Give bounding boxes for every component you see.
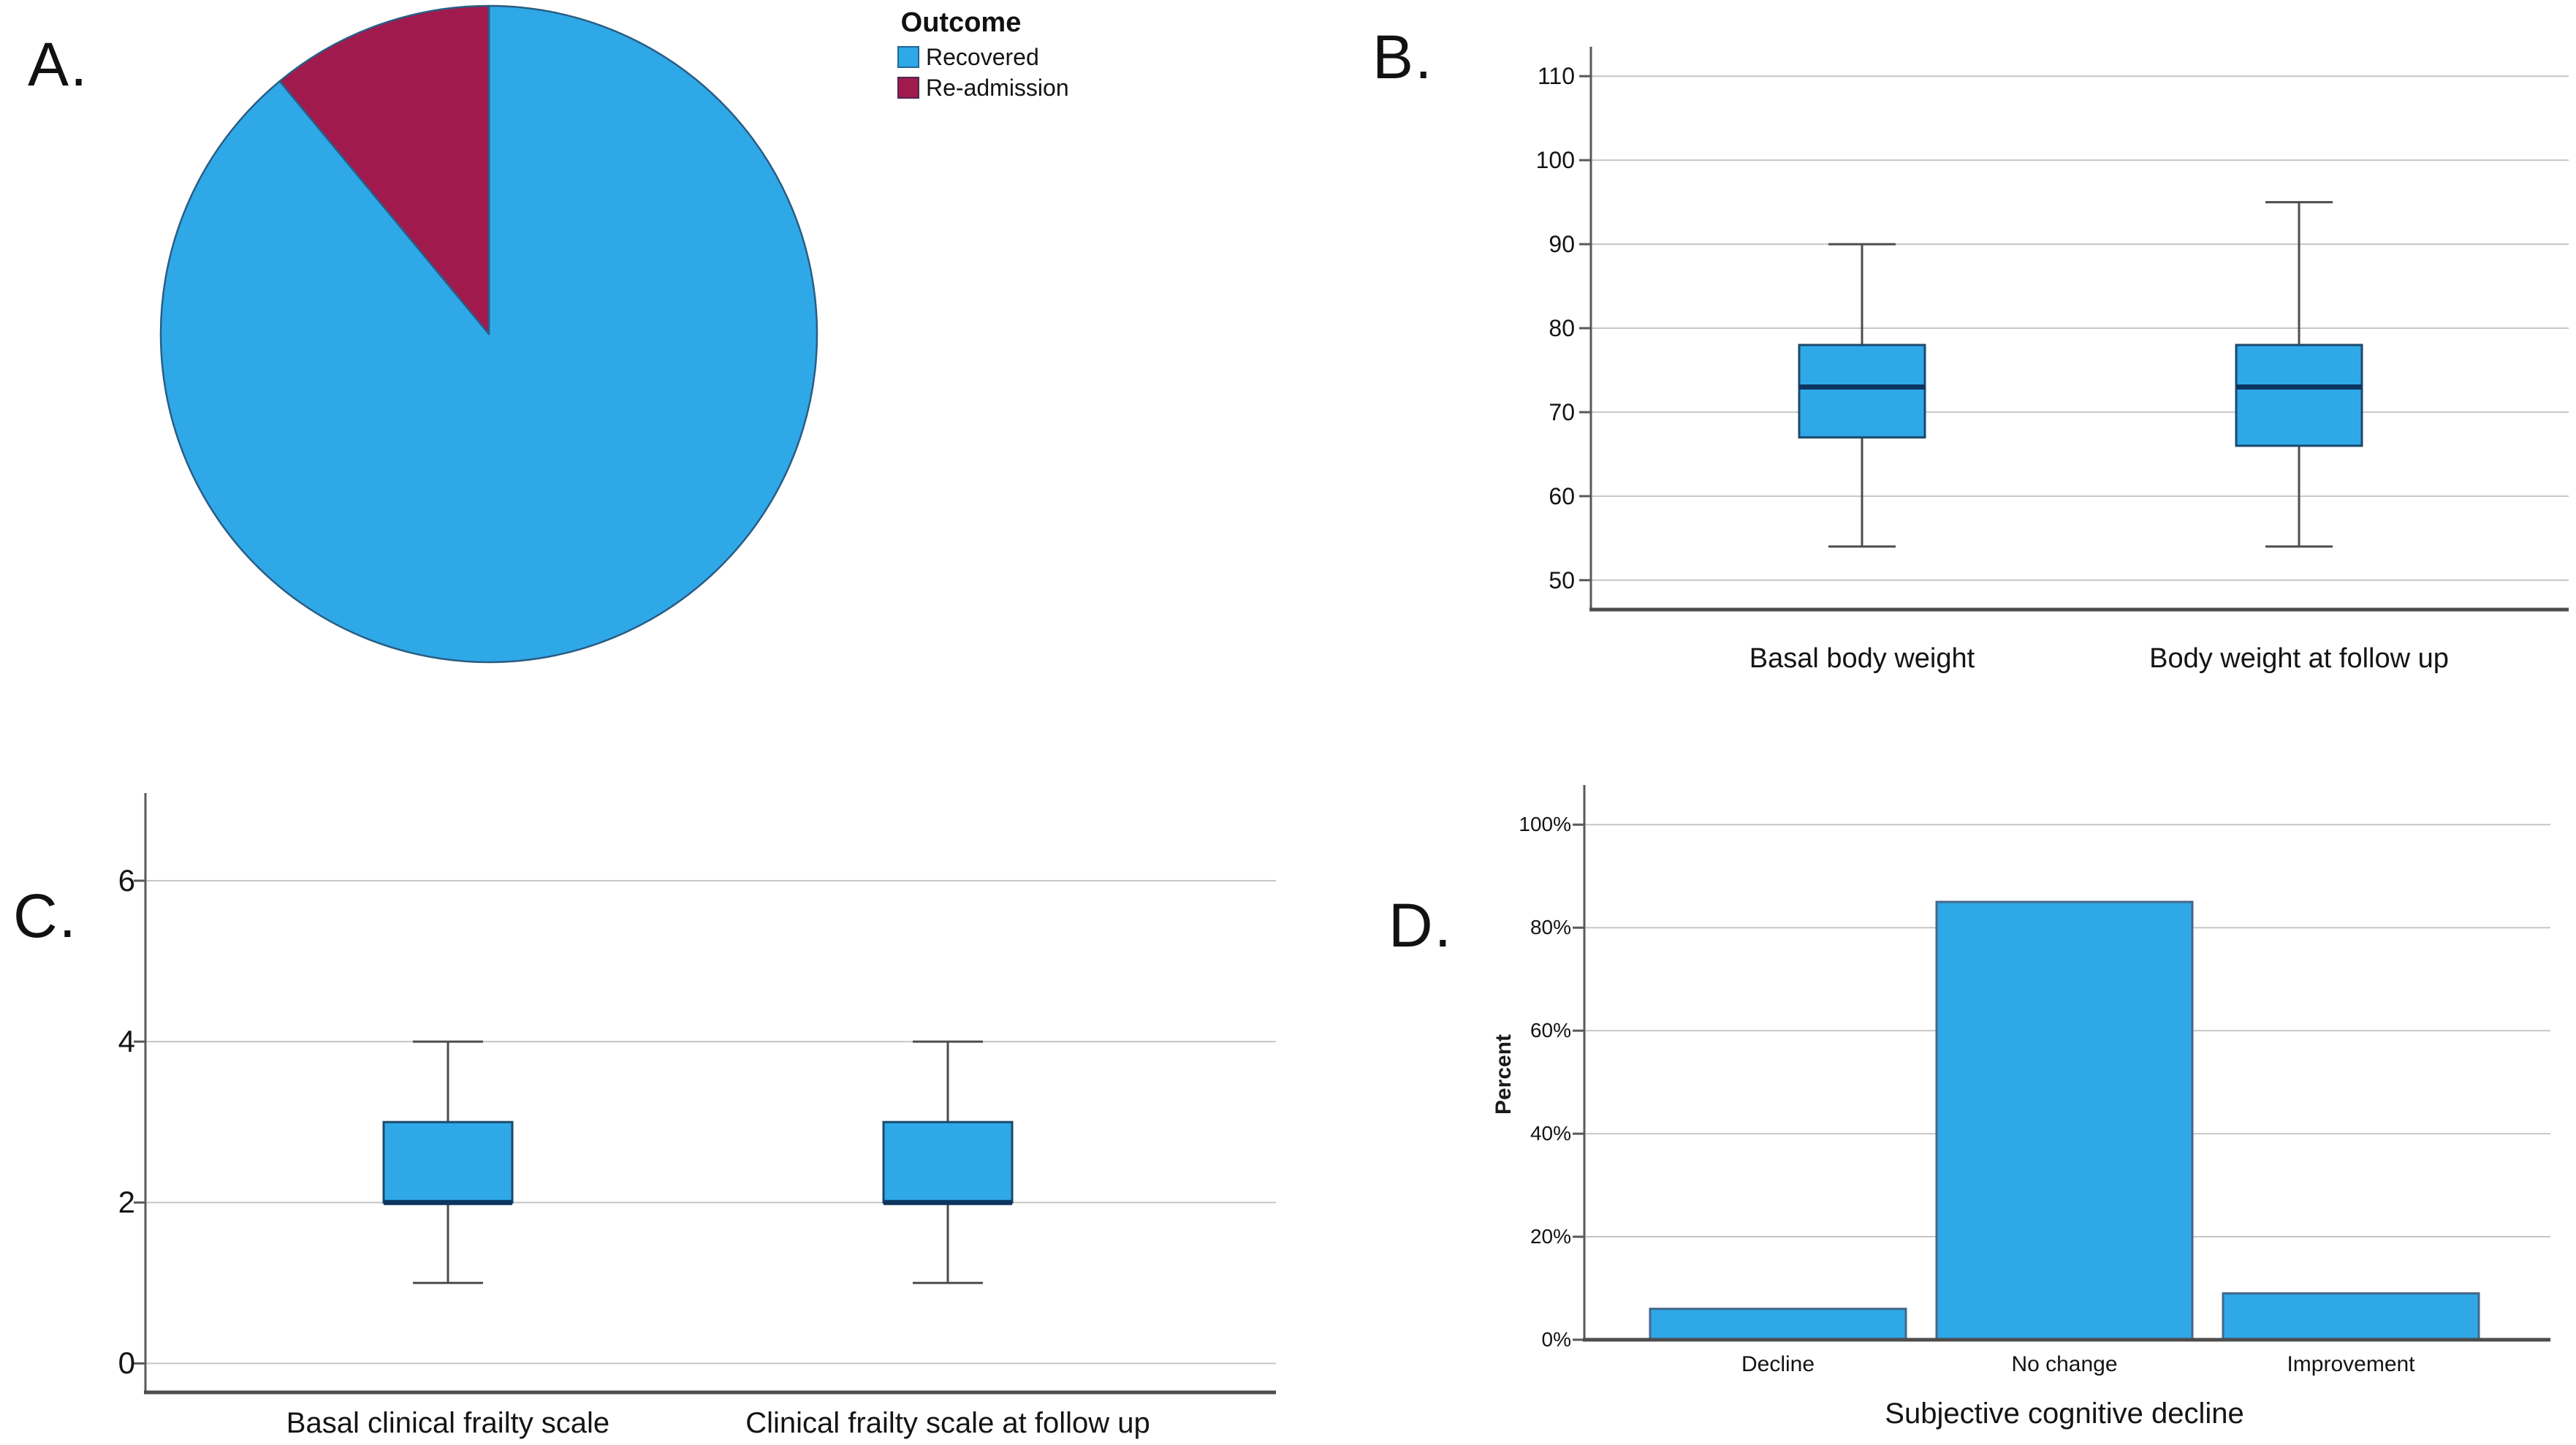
y-tick-label: 80 — [1549, 315, 1575, 341]
y-tick-label: 80% — [1530, 916, 1571, 938]
y-tick-label: 4 — [118, 1024, 135, 1058]
y-tick-label: 110 — [1537, 63, 1575, 89]
legend-item-recovered: Recovered — [881, 45, 1114, 69]
cognitive-decline-barchart — [1573, 785, 2550, 1342]
x-category-label: Basal body weight — [1749, 643, 1975, 674]
y-tick-label: 60% — [1530, 1019, 1571, 1042]
panel-a-letter: A. — [28, 30, 89, 99]
y-tick-label: 50 — [1549, 567, 1575, 593]
outcome-pie-chart — [159, 4, 818, 664]
x-category-label: Clinical frailty scale at follow up — [745, 1407, 1150, 1439]
frailty-scale-boxplot — [134, 793, 1276, 1395]
body-weight-boxplot — [1579, 47, 2569, 612]
x-axis-title: Subjective cognitive decline — [1885, 1397, 2244, 1430]
legend-item-label: Recovered — [926, 44, 1039, 70]
panel-b-letter: B. — [1372, 23, 1434, 91]
legend-title: Outcome — [900, 7, 1022, 38]
y-tick-label: 90 — [1549, 231, 1575, 257]
y-tick-label: 0% — [1541, 1328, 1571, 1351]
y-tick-label: 40% — [1530, 1122, 1571, 1145]
y-tick-label: 70 — [1549, 399, 1575, 425]
pie-legend: Outcome Recovered Re-admission — [881, 7, 1114, 100]
x-category-label: Decline — [1741, 1352, 1815, 1376]
x-category-label: Basal clinical frailty scale — [286, 1407, 610, 1439]
y-axis-title: Percent — [1492, 1034, 1516, 1115]
y-tick-label: 20% — [1530, 1225, 1571, 1248]
y-tick-label: 6 — [118, 863, 135, 898]
legend-item-label: Re-admission — [926, 75, 1069, 101]
y-tick-label: 60 — [1549, 483, 1575, 509]
recovered-swatch-icon — [897, 46, 919, 68]
y-tick-label: 100% — [1519, 813, 1571, 835]
y-tick-label: 2 — [118, 1185, 135, 1219]
x-category-label: No change — [2011, 1352, 2118, 1376]
y-tick-label: 100 — [1535, 147, 1575, 173]
readmission-swatch-icon — [897, 77, 919, 99]
legend-item-readmission: Re-admission — [881, 75, 1114, 100]
panel-c-letter: C. — [13, 881, 77, 950]
panel-d-letter: D. — [1388, 891, 1453, 960]
x-category-label: Body weight at follow up — [2149, 643, 2449, 674]
y-tick-label: 0 — [118, 1346, 135, 1380]
x-category-label: Improvement — [2287, 1352, 2415, 1376]
